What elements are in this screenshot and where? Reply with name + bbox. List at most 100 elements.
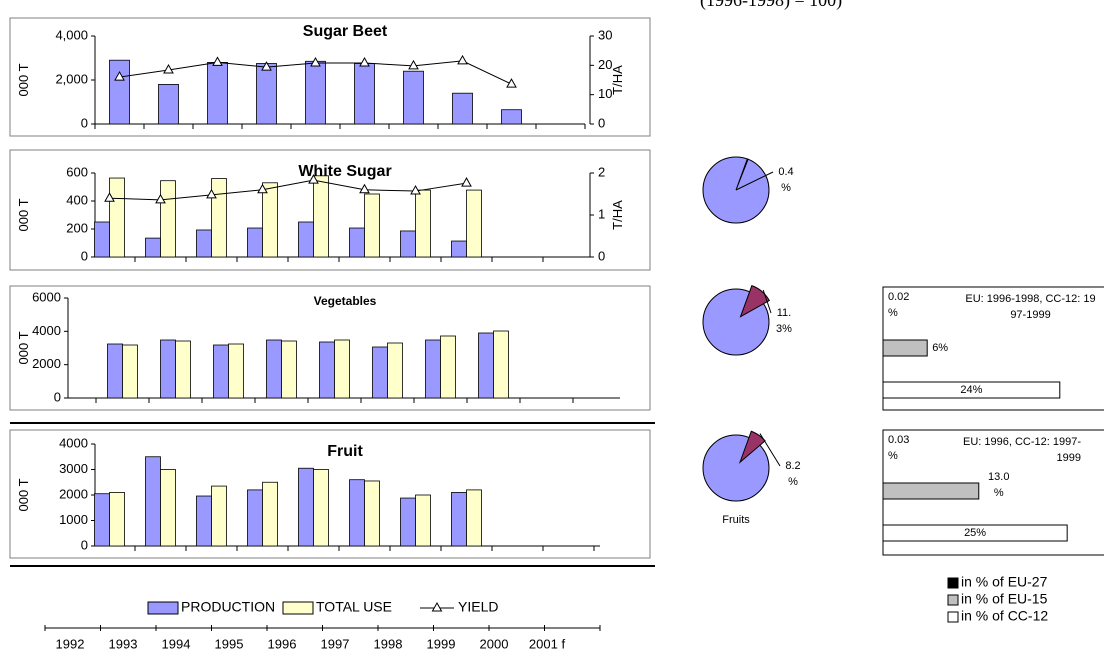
x-tick-label: 1998: [374, 636, 403, 651]
x-tick-label: 1994: [162, 636, 191, 651]
legend-swatch: [282, 601, 314, 615]
legend-label: PRODUCTION: [181, 599, 275, 615]
bar: [160, 180, 176, 258]
bar: [196, 229, 212, 258]
y2-tick-label: 10: [598, 86, 612, 101]
yield-marker: [457, 54, 468, 65]
yield-marker: [359, 56, 370, 67]
yield-marker: [163, 64, 174, 74]
share-legend-swatch: [947, 611, 959, 623]
bar: [211, 485, 227, 547]
y-tick-label: 2000: [59, 486, 88, 501]
bar: [400, 497, 416, 547]
y2-tick-label: 2: [598, 164, 605, 179]
y2-axis-label: T/HA: [610, 200, 625, 230]
panel-frame: [9, 285, 651, 411]
y-tick-label: 6000: [32, 289, 61, 304]
chart-title: Vegetables: [314, 294, 377, 308]
share-value-label: 0.02 %: [888, 291, 910, 319]
y-tick-label: 0: [54, 389, 61, 404]
bar: [493, 330, 509, 399]
pie-slice: [735, 158, 749, 191]
bar: [372, 346, 388, 399]
bar: [109, 59, 130, 125]
y2-tick-label: 0: [598, 248, 605, 263]
bar: [94, 493, 110, 547]
panel-frame: [9, 149, 651, 271]
bar: [94, 221, 110, 258]
y-tick-label: 4,000: [55, 27, 88, 42]
bar: [349, 227, 365, 258]
bar: [281, 340, 297, 399]
bar: [364, 193, 380, 258]
bar: [466, 489, 482, 547]
legend-label: TOTAL USE: [316, 599, 392, 615]
x-tick-label: 1996: [268, 636, 297, 651]
pie-slice: [739, 285, 770, 318]
bar: [403, 70, 424, 125]
panel-frame: [9, 17, 651, 137]
bar: [256, 63, 277, 125]
bar: [451, 240, 467, 258]
yield-marker: [261, 61, 272, 71]
x-tick-label: 1999: [427, 636, 456, 651]
chart-title: Fruit: [327, 443, 363, 460]
leader-line: [762, 289, 772, 314]
bar: [313, 175, 329, 258]
y-axis-label: 000 T: [16, 478, 31, 511]
bar: [452, 92, 473, 125]
share-value-label: 6%: [932, 342, 949, 354]
bar: [298, 221, 314, 258]
share-legend-label: in % of CC-12: [961, 608, 1048, 624]
share-value-label: 0.03 %: [888, 434, 910, 462]
bar: [211, 178, 227, 258]
legend-marker: [431, 601, 443, 612]
yield-marker: [257, 183, 268, 194]
panel-frame: [9, 429, 651, 559]
pie-value-label: 11.3%: [776, 307, 792, 335]
yield-marker: [310, 56, 321, 67]
bar: [334, 339, 350, 399]
bar: [109, 177, 125, 258]
bar: [400, 230, 416, 258]
bar: [313, 469, 329, 547]
bar: [262, 481, 278, 547]
yield-marker: [155, 193, 166, 204]
bar: [364, 480, 380, 547]
y-tick-label: 2000: [32, 356, 61, 371]
share-legend-label: in % of EU-27: [961, 574, 1048, 590]
bar: [451, 492, 467, 547]
bar: [247, 489, 263, 547]
y2-tick-label: 20: [598, 57, 612, 72]
x-tick-label: 1995: [215, 636, 244, 651]
share-bar: [882, 524, 1068, 542]
y-tick-label: 200: [66, 220, 88, 235]
yield-marker: [114, 71, 125, 81]
y2-tick-label: 1: [598, 206, 605, 221]
bar: [158, 84, 179, 125]
share-note: EU: 1996-1998, CC-12: 1997-1999: [965, 293, 1096, 321]
y-tick-label: 600: [66, 164, 88, 179]
y-tick-label: 2,000: [55, 71, 88, 86]
bar: [415, 494, 431, 547]
bar: [160, 339, 176, 399]
bar: [122, 344, 138, 399]
bar: [213, 344, 229, 399]
bar: [354, 63, 375, 125]
bar: [440, 335, 456, 399]
y-tick-label: 1000: [59, 512, 88, 527]
x-tick-label: 2000: [480, 636, 509, 651]
yield-marker: [408, 59, 419, 70]
bar: [228, 343, 244, 399]
leader-line: [759, 433, 781, 467]
bar: [415, 189, 431, 258]
yield-marker: [359, 183, 370, 194]
yield-marker: [308, 174, 319, 184]
bar: [349, 479, 365, 547]
y-axis-label: 000 T: [16, 331, 31, 364]
share-note: EU: 1996, CC-12: 1997-1999: [963, 436, 1082, 464]
x-tick-label: 1997: [321, 636, 350, 651]
bar: [466, 189, 482, 258]
y-tick-label: 4000: [59, 435, 88, 450]
